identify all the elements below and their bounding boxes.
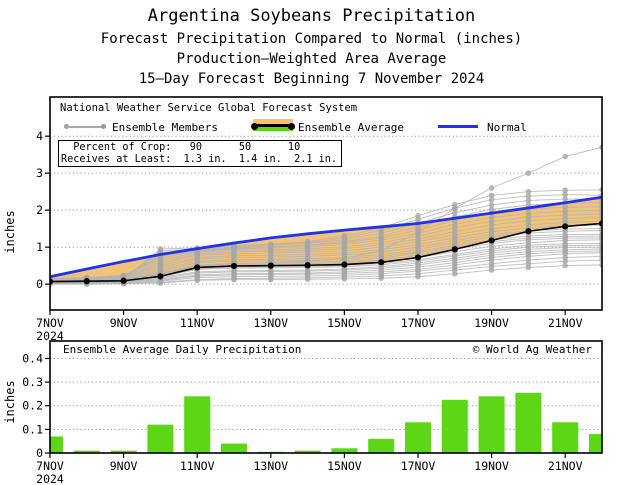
x-axis-tick-label: 11NOV bbox=[180, 316, 215, 330]
y-axis-tick-label: 1 bbox=[36, 240, 43, 254]
ensemble-average-dot bbox=[157, 273, 163, 279]
legend-source-text: National Weather Service Global Forecast… bbox=[60, 102, 357, 114]
ensemble-member-dot bbox=[378, 248, 384, 254]
ensemble-average-dot bbox=[378, 259, 384, 265]
ensemble-member-dot bbox=[268, 241, 274, 247]
ensemble-average-dot bbox=[415, 254, 421, 260]
precip-bar bbox=[552, 422, 578, 453]
ensemble-average-dot bbox=[121, 278, 127, 284]
ensemble-member-dot bbox=[562, 187, 568, 193]
x-axis-tick-label: 21NOV bbox=[548, 459, 583, 473]
x-axis-tick-label: 13NOV bbox=[253, 459, 288, 473]
x-axis-tick-label: 7NOV bbox=[36, 459, 64, 473]
ensemble-average-dot bbox=[231, 263, 237, 269]
precip-bar bbox=[515, 393, 541, 453]
ensemble-member-dot bbox=[158, 246, 164, 252]
x-axis-tick-label: 15NOV bbox=[327, 316, 362, 330]
ensemble-average-dot bbox=[525, 228, 531, 234]
x-axis-tick-label: 19NOV bbox=[474, 459, 509, 473]
y-axis-tick-label: 0.4 bbox=[22, 351, 43, 365]
ensemble-average-dot bbox=[489, 237, 495, 243]
x-axis-year-label: 2024 bbox=[36, 472, 64, 485]
precip-bar bbox=[405, 422, 431, 453]
x-axis-tick-label: 7NOV bbox=[36, 316, 64, 330]
y-axis-tick-label: 0.1 bbox=[22, 422, 43, 436]
charts-svg: 01234inches7NOV20249NOV11NOV13NOV15NOV17… bbox=[0, 0, 623, 485]
ensemble-average-dot bbox=[84, 278, 90, 284]
y-axis-tick-label: 0.3 bbox=[22, 375, 43, 389]
daily-precip-title: Ensemble Average Daily Precipitation bbox=[63, 343, 301, 356]
y-axis-tick-label: 0.2 bbox=[22, 399, 43, 413]
normal-line-swatch bbox=[438, 125, 478, 128]
ensemble-member-dot bbox=[526, 170, 532, 176]
ensemble-member-dot bbox=[489, 193, 495, 199]
x-axis-tick-label: 13NOV bbox=[253, 316, 288, 330]
y-axis-tick-label: 0 bbox=[36, 446, 43, 460]
ensemble-average-dot bbox=[562, 223, 568, 229]
ensemble-average-dot bbox=[268, 263, 274, 269]
x-axis-tick-label: 15NOV bbox=[327, 459, 362, 473]
ensemble-average-swatch bbox=[253, 119, 293, 132]
legend-average-label: Ensemble Average bbox=[298, 121, 404, 134]
precip-bar bbox=[368, 439, 394, 453]
precip-bar bbox=[479, 396, 505, 453]
y-axis-tick-label: 3 bbox=[36, 166, 43, 180]
percent-of-crop-box: Percent of Crop: 90 50 10 Receives at Le… bbox=[58, 140, 342, 167]
ensemble-member-dot bbox=[342, 233, 348, 239]
top-y-axis-label: inches bbox=[3, 210, 17, 253]
crop-receives-row: Receives at Least: 1.3 in. 1.4 in. 2.1 i… bbox=[61, 154, 337, 165]
ensemble-average-dot bbox=[305, 262, 311, 268]
legend-normal-label: Normal bbox=[487, 121, 527, 134]
ensemble-member-dot bbox=[452, 206, 458, 212]
x-axis-tick-label: 21NOV bbox=[548, 316, 583, 330]
ensemble-member-dot bbox=[305, 239, 311, 245]
ensemble-member-dot bbox=[415, 230, 421, 236]
precip-bar bbox=[589, 434, 602, 453]
ensemble-average-dot bbox=[194, 264, 200, 270]
y-axis-tick-label: 0 bbox=[36, 277, 43, 291]
ensemble-member-dot bbox=[526, 189, 532, 195]
x-axis-tick-label: 9NOV bbox=[110, 459, 138, 473]
y-axis-tick-label: 2 bbox=[36, 203, 43, 217]
precip-bar bbox=[184, 396, 210, 453]
ensemble-average-dot bbox=[452, 246, 458, 252]
bottom-y-axis-label: inches bbox=[3, 380, 17, 423]
x-axis-tick-label: 11NOV bbox=[180, 459, 215, 473]
member-line-icon bbox=[64, 126, 106, 128]
average-dot-icon bbox=[251, 123, 258, 130]
x-axis-tick-label: 17NOV bbox=[401, 316, 436, 330]
above-normal-band-icon bbox=[253, 127, 293, 131]
world-ag-weather-watermark: © World Ag Weather bbox=[473, 343, 592, 356]
x-axis-tick-label: 19NOV bbox=[474, 316, 509, 330]
ensemble-members-swatch bbox=[64, 125, 106, 128]
precip-bar bbox=[50, 436, 63, 453]
precip-bar bbox=[221, 444, 247, 453]
x-axis-tick-label: 17NOV bbox=[401, 459, 436, 473]
average-dot-icon bbox=[288, 123, 295, 130]
weather-chart-page: Argentina Soybeans Precipitation Forecas… bbox=[0, 0, 623, 485]
ensemble-member-dot bbox=[489, 185, 495, 191]
ensemble-member-dot bbox=[489, 202, 495, 208]
precip-bar bbox=[442, 400, 468, 453]
precip-bar bbox=[147, 425, 173, 453]
y-axis-tick-label: 4 bbox=[36, 129, 43, 143]
legend-members-label: Ensemble Members bbox=[112, 121, 218, 134]
x-axis-tick-label: 9NOV bbox=[110, 316, 138, 330]
ensemble-member-dot bbox=[562, 154, 568, 160]
ensemble-member-dot bbox=[415, 213, 421, 219]
crop-percent-row: Percent of Crop: 90 50 10 bbox=[61, 142, 300, 153]
ensemble-member-dot bbox=[342, 255, 348, 261]
ensemble-average-dot bbox=[341, 261, 347, 267]
